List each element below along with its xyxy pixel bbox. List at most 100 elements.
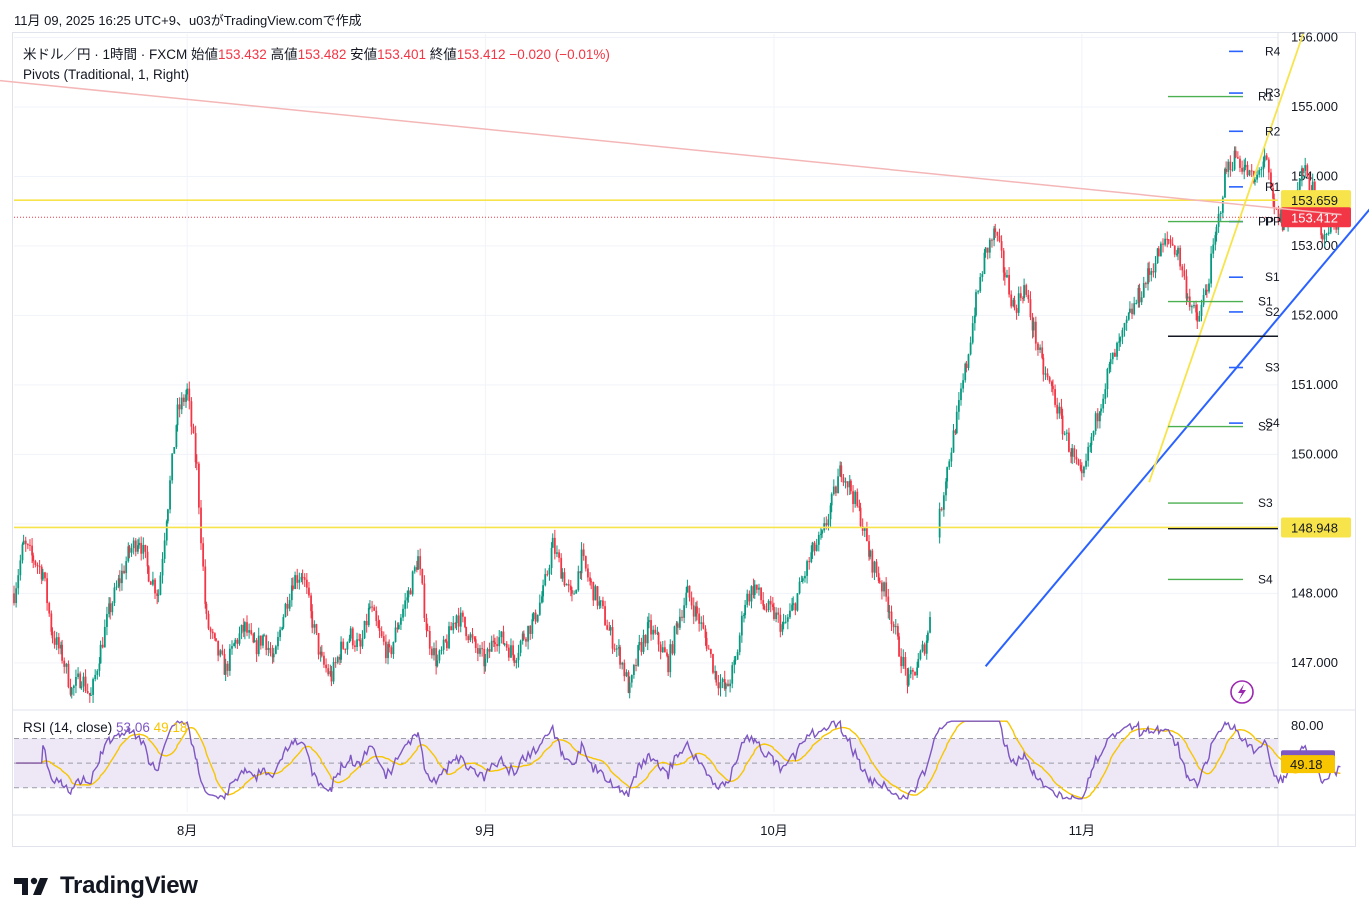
candle-body [1056,404,1059,414]
candle-body [688,585,691,598]
candle-body [394,627,397,642]
rsi-name[interactable]: RSI (14, close) [23,720,113,735]
candle-body [465,627,468,637]
candle-body [906,668,909,686]
candle-body [635,665,637,667]
candle-body [592,581,595,601]
candle-body [709,649,712,655]
candle-body [248,630,251,633]
candle-body [192,426,195,434]
candle-body [1023,285,1025,299]
candle-body [685,592,688,606]
candle-body [1071,448,1074,457]
high-label: 高値 [270,47,298,62]
symbol-label[interactable]: 米ドル／円 · 1時間 · FXCM [23,47,188,62]
candle-body [444,639,447,642]
candle-body [771,604,774,607]
candle-body [1039,347,1041,350]
candle-body [234,639,237,644]
candle-body [1058,406,1061,414]
candle-body [973,315,976,324]
tradingview-logo[interactable]: TradingView [14,872,198,900]
candle-body [571,590,573,594]
rsi-legend: RSI (14, close) 53.06 49.18 [23,720,187,735]
candle-body [390,647,393,655]
candle-body [344,648,347,650]
candle-body [919,651,922,659]
candle-body [1010,294,1013,307]
candle-body [621,662,624,665]
candle-body [773,606,775,619]
candle-body [619,647,621,665]
snapshot-header: 11月 09, 2025 16:25 UTC+9、u03がTradingView… [14,13,362,28]
candle-body [633,665,635,675]
time-axis-label: 9月 [475,823,495,838]
candle-body [1243,167,1246,172]
candle-body [1013,300,1016,309]
candle-body [1321,235,1324,240]
candle-body [979,277,982,292]
candle-body [115,586,118,588]
candle-body [1325,233,1328,235]
candle-body [681,616,683,618]
candle-body [450,626,453,631]
candle-body [1060,406,1063,416]
candle-body [792,603,795,605]
candle-body [113,587,116,604]
candle-body [702,622,705,629]
candle-body [215,638,217,641]
candle-body [127,546,130,562]
low-value: 153.401 [377,47,426,62]
candle-body [163,540,166,559]
pivot-label-S3: S3 [1258,496,1273,510]
candle-body [752,586,755,595]
candle-body [666,652,668,656]
candle-body [1159,243,1162,257]
candle-body [435,648,438,667]
candle-body [1085,460,1087,467]
candle-body [132,540,135,549]
candle-body [782,622,785,625]
candle-body [488,649,491,652]
candle-body [436,660,439,667]
candle-body [88,692,91,696]
candle-body [781,624,784,632]
candle-body [1236,157,1239,159]
candle-body [1063,433,1066,435]
candle-body [517,652,520,661]
candle-body [149,581,152,585]
candle-body [142,544,145,554]
candle-body [1279,213,1282,222]
candle-body [678,616,681,628]
time-axis-label: 11月 [1069,823,1096,838]
pivot-label-S1: S1 [1265,270,1280,284]
candle-body [213,633,216,639]
alert-lightning-icon[interactable] [1230,680,1254,704]
candles [13,146,1342,703]
candle-body [1298,178,1301,190]
candle-body [301,576,304,578]
candle-body [1272,188,1274,199]
indicator-label[interactable]: Pivots (Traditional, 1, Right) [23,67,190,82]
candle-body [911,670,914,672]
candle-body [604,606,606,626]
candle-body [584,556,587,569]
candle-body [827,519,830,526]
candle-body [195,462,198,464]
candle-body [111,603,114,613]
candle-body [288,600,291,609]
candle-body [714,671,717,673]
candle-body [496,644,499,647]
candle-body [140,542,143,554]
candle-body [1327,232,1330,234]
candle-body [536,614,539,622]
candle-body [240,624,243,634]
candle-body [854,491,857,505]
candle-body [171,453,174,481]
candle-body [483,648,486,667]
candle-body [952,430,955,453]
candle-body [72,685,75,689]
candle-body [473,637,476,640]
candle-body [608,629,611,631]
